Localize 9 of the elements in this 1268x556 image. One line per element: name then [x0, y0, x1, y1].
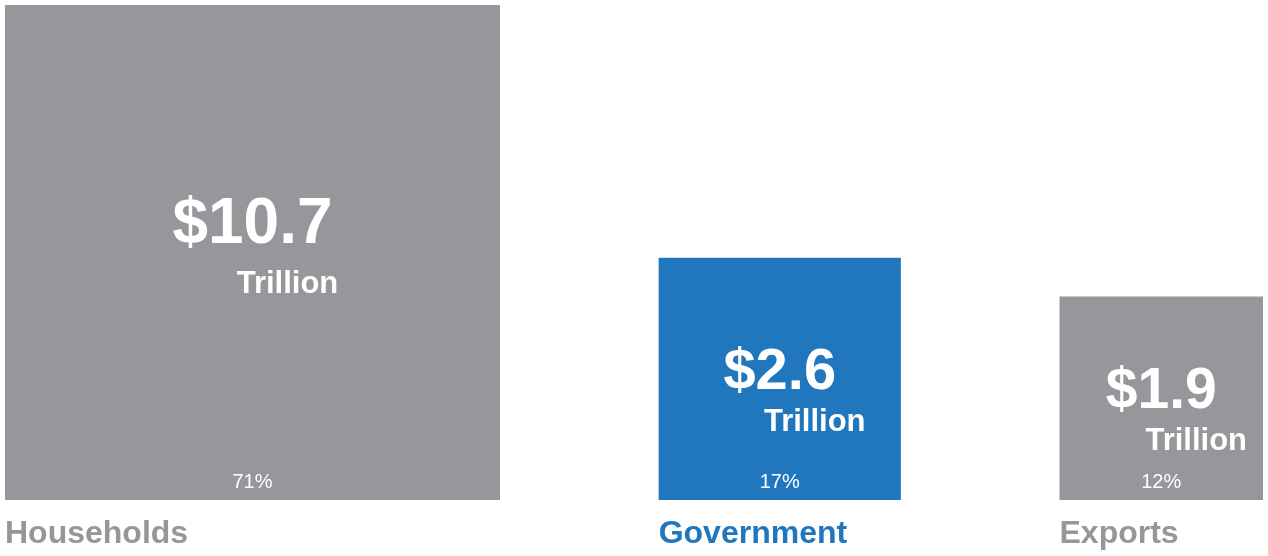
data-label: 17% [759, 470, 800, 492]
data-label: $10.7 Trillion [172, 184, 339, 300]
data-label: 71% [232, 470, 273, 492]
data-label: 12% [1141, 470, 1182, 492]
category-label: Government [658, 514, 848, 550]
data-label: $2.6 Trillion [723, 336, 866, 438]
category-label: Households [5, 514, 189, 550]
category-label: Exports [1059, 514, 1179, 550]
data-label: $1.9 Trillion [1105, 356, 1248, 458]
